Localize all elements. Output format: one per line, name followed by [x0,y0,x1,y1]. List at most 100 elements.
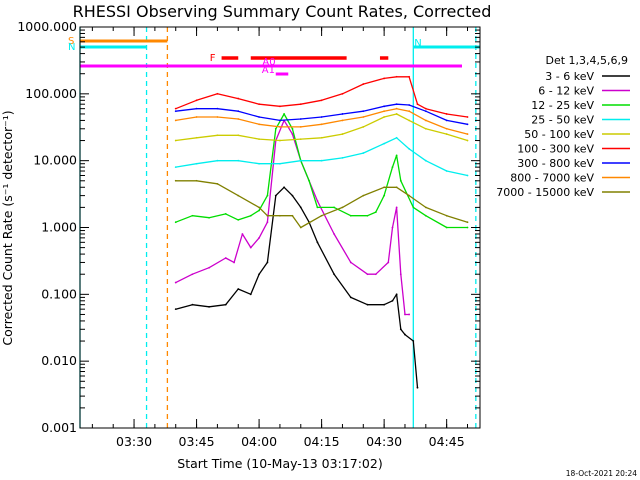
data-point-5-12 [408,75,411,78]
data-point-8-4 [258,206,260,209]
legend-label-3: 25 - 50 keV [531,114,594,127]
legend-label-5: 100 - 300 keV [517,143,594,156]
data-point-6-10 [383,105,386,108]
data-point-5-1 [195,99,198,102]
data-point-1-22 [404,313,406,316]
plot-frame [79,26,481,429]
data-point-7-3 [237,118,240,120]
data-point-3-6 [299,159,302,162]
data-point-5-5 [279,105,281,108]
data-point-4-1 [195,136,198,139]
flag-label-1: N [68,42,75,53]
data-point-4-5 [279,139,281,142]
data-point-1-16 [366,273,369,276]
data-point-0-16 [366,303,369,306]
data-point-1-14 [333,233,336,235]
data-point-8-7 [291,214,294,217]
flag-label-2: N [414,38,421,49]
data-point-1-4 [233,261,235,264]
data-point-5-6 [299,103,302,106]
data-point-4-10 [383,116,386,118]
data-point-3-11 [395,136,398,139]
data-point-4-11 [395,113,398,115]
data-point-0-14 [333,273,336,276]
data-point-1-20 [395,206,398,209]
x-tick-label-3: 04:15 [304,434,340,449]
data-point-7-8 [341,119,344,122]
data-point-1-21 [399,273,402,276]
data-point-0-19 [395,293,398,296]
timestamp-footer: 18-Oct-2021 20:24 [566,469,637,478]
data-point-7-12 [408,110,411,113]
data-point-3-13 [424,159,427,162]
data-point-0-20 [399,328,402,331]
legend-label-8: 7000 - 15000 keV [496,186,594,199]
data-point-4-15 [466,139,469,142]
attenuator-label-1: A1 [262,65,275,76]
data-point-5-9 [362,83,365,85]
data-point-5-13 [416,103,419,106]
data-point-2-3 [224,212,227,215]
data-point-6-5 [279,119,281,122]
data-point-1-11 [291,133,294,135]
data-point-4-0 [174,139,177,142]
data-point-6-13 [424,110,427,113]
data-point-1-5 [241,233,244,235]
data-point-8-10 [341,206,344,209]
data-point-3-9 [362,152,365,154]
data-point-0-3 [224,303,227,306]
data-point-4-8 [341,133,344,135]
x-axis-label: Start Time (10-May-13 03:17:02) [177,456,382,471]
data-point-3-0 [174,166,177,169]
data-point-3-1 [195,162,198,165]
data-point-8-0 [174,179,177,182]
data-point-2-8 [274,127,277,130]
data-point-4-2 [216,134,219,137]
data-point-0-17 [383,303,386,306]
data-point-6-1 [195,107,198,110]
data-point-3-14 [445,170,448,172]
data-point-2-16 [366,214,369,217]
data-point-1-19 [391,226,394,229]
data-point-1-2 [208,266,210,269]
data-point-8-14 [408,194,411,197]
flag-label-3: F [210,53,216,64]
data-point-5-15 [445,113,448,115]
data-point-8-1 [195,179,198,182]
data-point-8-3 [237,194,240,197]
data-point-2-22 [412,206,415,209]
data-point-6-15 [466,123,469,126]
data-point-6-8 [341,113,344,115]
data-point-7-4 [258,123,260,126]
data-point-1-0 [174,281,177,284]
data-point-2-20 [395,154,398,157]
data-point-0-7 [266,261,269,264]
data-point-2-2 [208,216,210,219]
data-point-7-1 [195,116,198,118]
data-point-6-7 [320,116,323,118]
data-point-4-3 [237,134,240,137]
data-point-2-17 [374,211,377,213]
data-point-8-8 [299,226,302,229]
series-line-0 [175,186,419,388]
data-point-8-6 [279,214,281,217]
data-point-3-15 [466,174,469,177]
data-point-8-11 [362,194,365,197]
data-point-0-10 [291,194,294,197]
data-point-7-7 [320,123,323,126]
data-point-8-2 [216,182,219,185]
series-line-1 [175,119,410,316]
data-point-2-21 [399,179,402,182]
data-point-4-4 [258,138,260,141]
data-point-8-13 [395,186,398,189]
data-point-6-0 [174,110,177,113]
data-point-0-18 [391,299,394,302]
data-point-2-12 [308,179,311,182]
data-point-2-13 [316,206,319,209]
data-point-0-11 [299,206,302,209]
data-point-8-5 [266,214,269,217]
series-line-2 [175,113,468,229]
data-point-6-9 [362,110,365,113]
legend-label-0: 3 - 6 keV [545,70,594,83]
data-point-4-13 [424,127,427,130]
